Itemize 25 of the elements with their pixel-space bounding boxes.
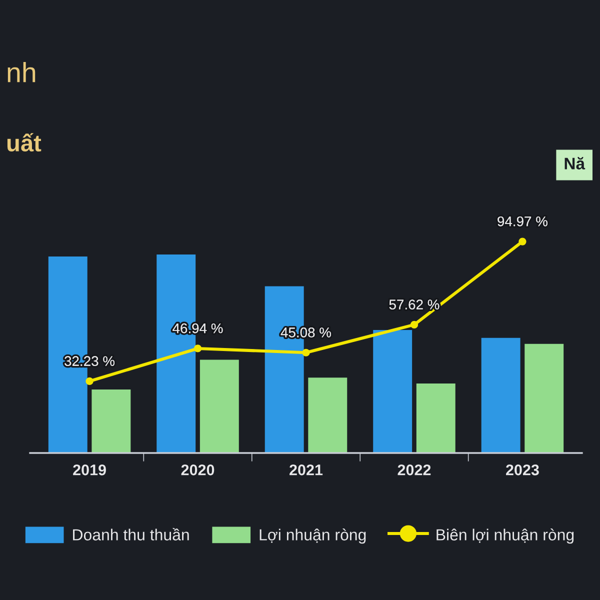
- bar: [308, 378, 348, 453]
- point: [518, 238, 526, 246]
- legend-label: Lợi nhuận ròng: [260, 528, 366, 544]
- point: [302, 348, 310, 356]
- x-tick-label: 2023: [506, 464, 539, 476]
- x-tick-label: 2020: [181, 464, 214, 476]
- bar: [92, 389, 131, 453]
- chart-title: nh: [8, 62, 36, 82]
- legend-label: Biên lợi nhuận ròng: [436, 528, 574, 544]
- x-tick-label: 2019: [73, 464, 106, 476]
- data-label: 94.97 %: [498, 216, 548, 226]
- point: [194, 344, 202, 352]
- bar: [416, 384, 456, 453]
- point: [86, 377, 94, 386]
- legend-label: Doanh thu thuần: [73, 528, 189, 540]
- x-tick-label: 2021: [290, 464, 323, 476]
- chart-subtitle: uất: [7, 133, 42, 152]
- bar: [481, 338, 520, 453]
- bar: [373, 330, 412, 453]
- x-tick-label: 2022: [398, 464, 431, 476]
- text: Nă: [564, 157, 586, 170]
- bar: [524, 344, 564, 453]
- data-label: 57.62 %: [389, 300, 440, 310]
- bar: [200, 360, 239, 453]
- point: [410, 320, 418, 328]
